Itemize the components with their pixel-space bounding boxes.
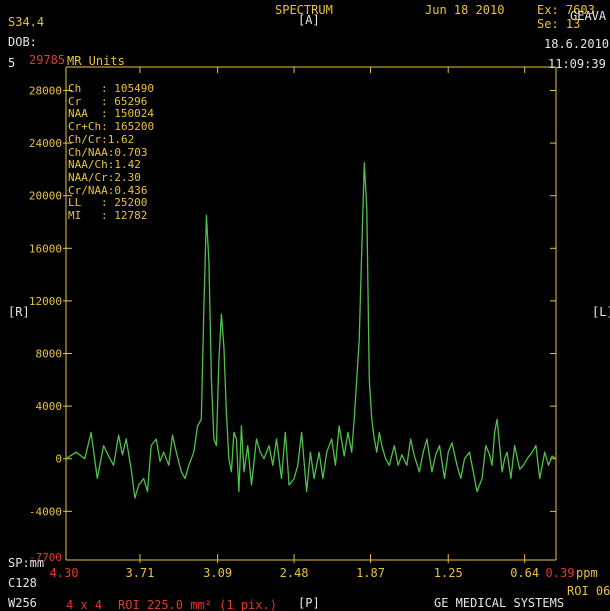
y-tick-label: 12000 [29, 295, 62, 308]
window-label: W256 [8, 596, 37, 610]
metabolite-value: : 165200 [101, 120, 155, 134]
y-tick-label: 8000 [36, 348, 63, 361]
y-tick-label: 4000 [36, 400, 63, 413]
series-label: Se: 13 [537, 17, 581, 31]
date-label: Jun 18 2010 [425, 3, 505, 17]
x-tick-label: 0.64 [510, 566, 539, 580]
metabolite-row: Cr+Ch: 165200 [68, 120, 155, 134]
x-tick-label: 1.87 [356, 566, 385, 580]
metabolite-value: :1.62 [101, 132, 135, 146]
metabolite-table: Ch : 105490 Cr : 65296 NAA : 150024 Cr+Ch: 165… [68, 82, 155, 223]
exam-label: Ex: 7603 [537, 3, 595, 17]
right-side-marker: [R] [8, 305, 30, 319]
voxel-label: 4 x 4 [66, 598, 103, 611]
metabolite-row: Ch/NAA:0.703 [68, 145, 154, 160]
metabolite-value: : 105490 [101, 82, 154, 95]
dob-label: DOB: [8, 35, 37, 49]
metabolite-label: Ch/Cr [68, 132, 102, 146]
y-tick-label: 28000 [29, 84, 62, 97]
patient-code-label: S34.4 [8, 15, 45, 29]
max-value-label: 29785 [29, 53, 66, 67]
metabolite-label: Ch/NAA [68, 145, 108, 159]
x-tick-label: 3.09 [203, 566, 232, 580]
units-label: MR Units [67, 54, 125, 68]
title-label: SPECTRUM [275, 3, 333, 17]
metabolite-value: :0.703 [107, 145, 148, 159]
view-marker-top: [A] [298, 13, 320, 27]
metabolite-value: :2.30 [107, 170, 141, 184]
metabolite-row: Ch/Cr:1.62 [68, 132, 154, 147]
time-label: 11:09:39 [548, 57, 606, 71]
metabolite-label: Cr [68, 94, 82, 108]
sp-label: SP:mm [8, 556, 45, 570]
date-short-label: 18.6.2010 [544, 37, 610, 51]
metabolite-row: MI : 12782 [68, 209, 154, 223]
x-min-label: 4.30 [50, 566, 79, 580]
y-tick-label: 24000 [29, 137, 62, 150]
metabolite-value: : 12782 [101, 209, 148, 223]
metabolite-row: NAA : 150024 [68, 108, 154, 121]
metabolite-row: Cr : 65296 [68, 94, 154, 109]
metabolite-label: NAA/Cr [68, 170, 108, 184]
y-tick-label: 20000 [29, 190, 62, 203]
metabolite-value: :1.42 [107, 158, 141, 172]
x-tick-label: 3.71 [125, 566, 154, 580]
y-tick-label: -4000 [29, 505, 62, 518]
metabolite-value: : 150024 [101, 107, 154, 121]
y-tick-label: 0 [55, 453, 62, 466]
x-tick-label: 1.25 [434, 566, 463, 580]
x-tick-label: 2.48 [280, 566, 309, 580]
metabolite-label: NAA [68, 107, 88, 121]
x-unit-label: ppm [576, 566, 598, 580]
vendor-label: GE MEDICAL SYSTEMS [434, 596, 565, 610]
metabolite-value: : 25200 [101, 196, 148, 210]
roi-label: ROI 225.0 mm² (1 pix.) [118, 598, 277, 611]
roi-right-label: ROI 06 [567, 584, 610, 598]
center-label: C128 [8, 576, 37, 590]
y-tick-label: 16000 [29, 242, 62, 255]
metabolite-row: Ch : 105490 [68, 82, 154, 96]
metabolite-value: : 65296 [101, 94, 148, 108]
bottom-side-marker: [P] [298, 596, 320, 610]
site-label: GEAVA [570, 9, 607, 23]
metabolite-label: Ch [68, 82, 82, 95]
left-side-marker: [L] [592, 305, 610, 319]
metabolite-label: MI [68, 209, 82, 223]
row-number-label: 5 [8, 56, 16, 70]
metabolite-label: Cr+Ch [68, 120, 102, 134]
metabolite-value: :0.436 [107, 183, 148, 197]
x-max-label: 0.39 [546, 566, 575, 580]
